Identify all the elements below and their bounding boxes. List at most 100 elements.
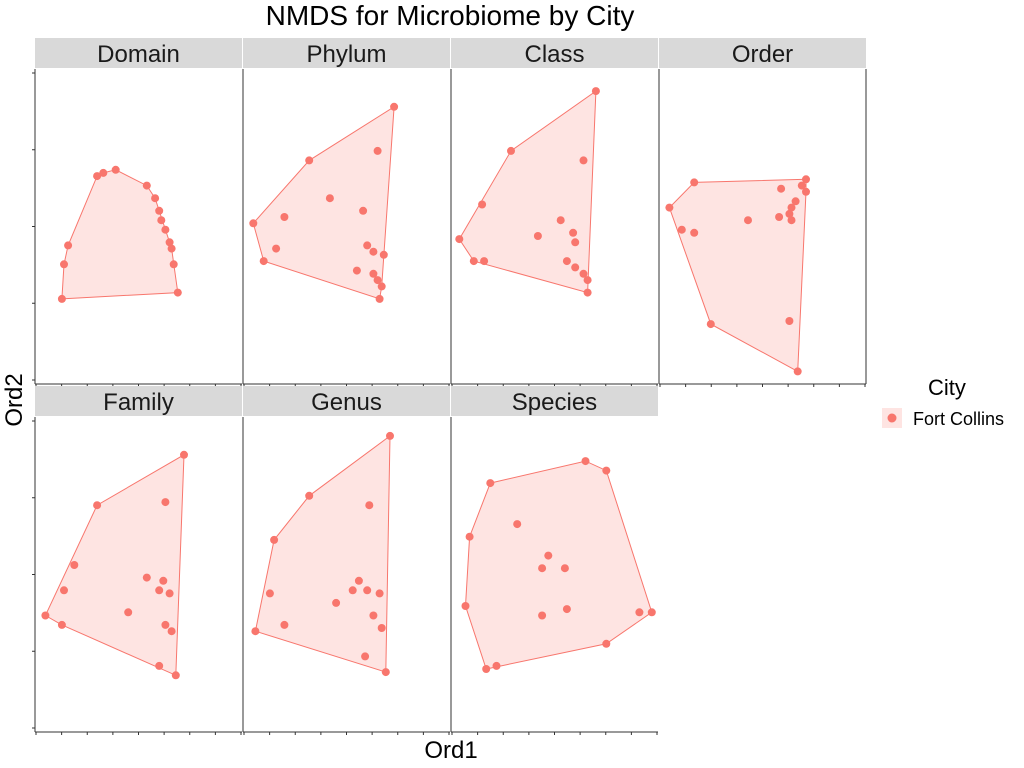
legend: City Fort Collins — [882, 375, 1004, 429]
strip-class — [451, 38, 658, 68]
point-species-3 — [486, 479, 495, 488]
point-order-17 — [793, 367, 802, 376]
point-family-5 — [93, 501, 102, 510]
strip-species — [451, 386, 658, 416]
strip-label-domain: Domain — [97, 41, 180, 68]
strip-phylum — [243, 38, 450, 68]
panel-class: Class — [450, 38, 658, 387]
point-family-16 — [180, 450, 188, 459]
point-family-12 — [167, 627, 176, 636]
point-domain-12 — [165, 238, 174, 247]
point-order-5 — [744, 216, 752, 225]
point-phylum-4 — [280, 213, 289, 221]
point-domain-5 — [99, 168, 108, 177]
point-order-11 — [791, 197, 800, 206]
point-genus-13 — [361, 652, 370, 661]
point-phylum-7 — [359, 206, 368, 215]
point-phylum-2 — [259, 257, 268, 266]
strip-label-species: Species — [512, 389, 597, 416]
hull-class — [458, 90, 597, 294]
chart-title: NMDS for Microbiome by City — [266, 0, 635, 31]
panel-domain: Domain — [32, 38, 242, 387]
point-domain-6 — [111, 165, 120, 174]
point-family-11 — [161, 620, 170, 629]
strip-genus — [243, 386, 450, 416]
strip-family — [35, 386, 242, 416]
point-genus-6 — [332, 598, 341, 607]
point-order-13 — [802, 175, 810, 184]
hull-order — [668, 178, 807, 373]
point-family-2 — [57, 620, 66, 629]
point-class-8 — [562, 257, 571, 266]
point-family-7 — [142, 573, 151, 582]
point-phylum-1 — [249, 219, 258, 228]
point-class-11 — [571, 263, 580, 272]
point-order-9 — [787, 216, 796, 225]
point-family-10 — [165, 589, 174, 598]
panel-species: Species — [450, 386, 658, 735]
x-axis-title: Ord1 — [424, 737, 477, 764]
point-species-13 — [635, 608, 644, 617]
point-domain-8 — [151, 194, 160, 203]
point-order-16 — [785, 317, 794, 325]
point-class-6 — [533, 232, 542, 240]
strip-order — [659, 38, 866, 68]
point-species-11 — [602, 466, 611, 475]
point-domain-13 — [167, 244, 176, 253]
point-order-2 — [677, 225, 686, 234]
point-species-14 — [647, 608, 656, 617]
point-phylum-13 — [379, 250, 388, 259]
point-order-8 — [785, 209, 794, 218]
hull-family — [44, 453, 185, 677]
point-species-1 — [461, 602, 470, 610]
strip-label-genus: Genus — [311, 389, 382, 416]
point-class-5 — [507, 146, 515, 155]
point-genus-16 — [386, 431, 394, 440]
point-family-15 — [171, 671, 180, 680]
point-phylum-9 — [369, 247, 378, 256]
point-phylum-11 — [369, 269, 378, 278]
legend-key-point — [887, 413, 897, 423]
point-domain-9 — [155, 206, 164, 215]
legend-entry-fort-collins: Fort Collins — [913, 409, 1004, 429]
point-order-4 — [690, 178, 699, 187]
point-genus-12 — [377, 624, 386, 632]
point-class-7 — [556, 216, 565, 225]
point-species-9 — [538, 611, 547, 620]
strip-domain — [35, 38, 242, 68]
point-phylum-17 — [390, 102, 399, 111]
y-axis-title: Ord2 — [1, 373, 28, 426]
point-family-14 — [161, 498, 170, 507]
hull-domain — [61, 169, 179, 300]
point-class-10 — [571, 238, 580, 247]
point-species-15 — [482, 665, 491, 673]
point-phylum-5 — [305, 156, 314, 165]
point-class-12 — [579, 269, 588, 278]
strip-label-class: Class — [524, 41, 584, 68]
point-family-4 — [70, 561, 79, 569]
point-class-1 — [455, 235, 464, 244]
point-genus-7 — [348, 586, 357, 595]
point-phylum-12 — [373, 276, 382, 285]
point-species-7 — [560, 564, 569, 573]
strip-label-phylum: Phylum — [306, 41, 386, 68]
point-domain-2 — [60, 260, 68, 269]
point-species-16 — [492, 661, 501, 670]
point-genus-3 — [270, 535, 279, 544]
point-order-6 — [775, 213, 784, 221]
point-genus-15 — [381, 668, 390, 677]
point-family-13 — [155, 661, 164, 670]
point-phylum-14 — [377, 282, 386, 291]
point-family-9 — [159, 576, 168, 585]
point-domain-4 — [93, 172, 102, 181]
point-genus-8 — [354, 576, 363, 585]
point-species-6 — [544, 551, 553, 560]
point-phylum-16 — [373, 146, 382, 155]
legend-title: City — [928, 375, 966, 400]
strip-label-order: Order — [732, 41, 793, 68]
point-genus-4 — [280, 620, 289, 629]
point-class-2 — [469, 257, 478, 266]
point-genus-1 — [251, 627, 260, 636]
point-family-8 — [155, 586, 164, 595]
hull-species — [464, 460, 653, 670]
